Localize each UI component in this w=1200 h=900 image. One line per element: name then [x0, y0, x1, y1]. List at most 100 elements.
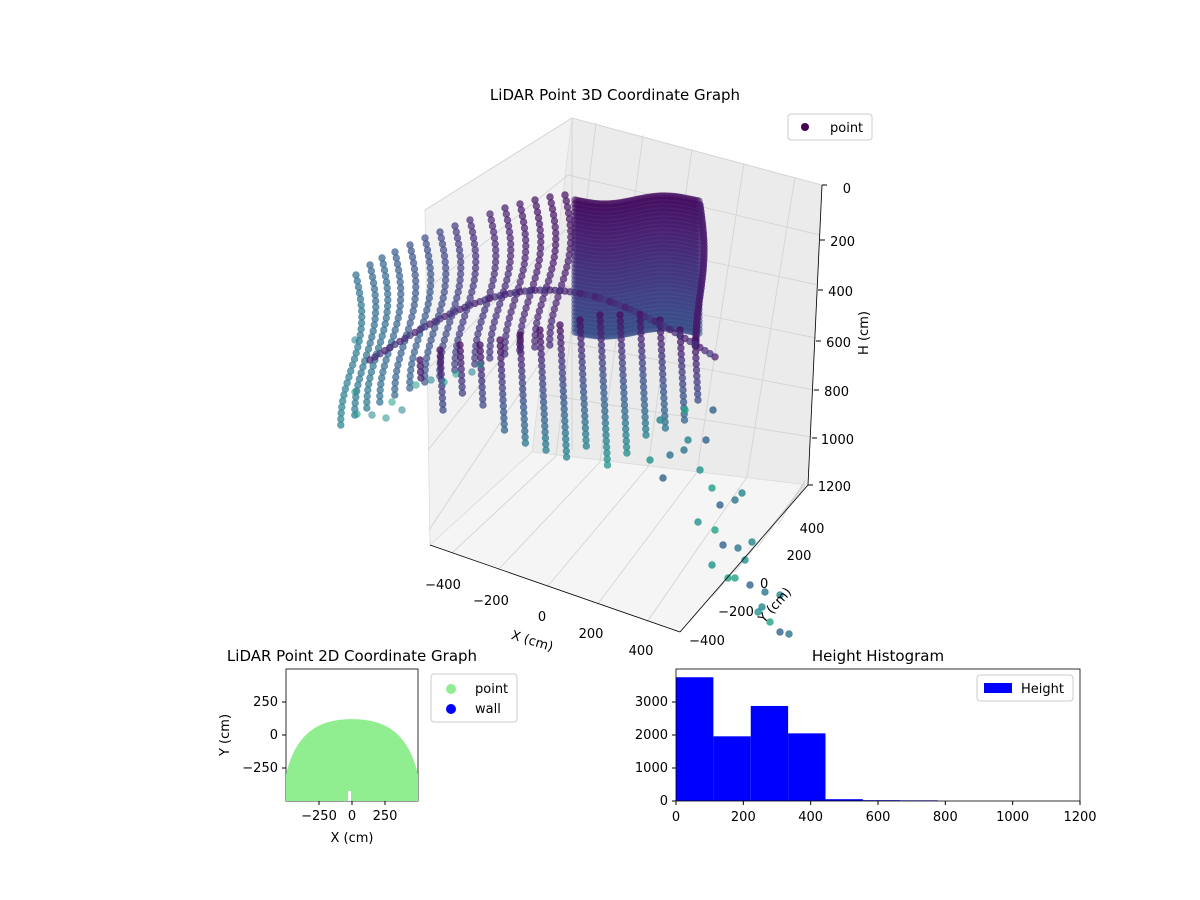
point-marker — [452, 370, 460, 378]
point-marker — [456, 276, 464, 284]
point-marker — [694, 518, 702, 526]
point-marker — [392, 254, 400, 262]
point-marker — [367, 267, 375, 275]
point-marker — [623, 449, 631, 457]
z-tick-label: 1000 — [821, 433, 854, 448]
point-marker — [351, 336, 359, 344]
point-marker — [369, 279, 378, 287]
point-marker — [504, 222, 513, 230]
histogram-x-axis: 0 200 400 600 800 1000 1200 — [672, 801, 1097, 825]
point-marker — [353, 277, 361, 285]
point-marker — [353, 410, 361, 418]
point-marker — [731, 496, 739, 504]
point-marker — [339, 397, 347, 405]
point-marker — [354, 381, 362, 389]
point-marker — [407, 247, 415, 255]
point-marker — [436, 228, 444, 236]
z-tick-label: 600 — [826, 336, 851, 351]
y-tick-label: 400 — [800, 522, 825, 537]
point-marker — [337, 421, 345, 429]
point-marker — [547, 199, 555, 207]
point-marker — [549, 259, 557, 267]
z-tick-label: 400 — [828, 285, 853, 300]
point-marker — [520, 260, 528, 268]
histogram-bar — [862, 800, 901, 801]
point-marker — [506, 258, 514, 266]
point-marker — [566, 245, 574, 253]
point-marker — [458, 389, 467, 397]
point-marker — [476, 361, 484, 369]
point-marker — [354, 343, 362, 351]
point-marker — [549, 311, 557, 319]
point-marker — [521, 439, 530, 447]
point-marker — [417, 374, 425, 382]
histogram-legend: Height — [976, 674, 1074, 702]
point-marker — [366, 374, 374, 382]
point-marker — [659, 474, 667, 482]
x-tick-label: 800 — [933, 810, 958, 825]
point-marker — [666, 451, 674, 459]
point-marker — [489, 228, 498, 236]
point-marker — [711, 353, 719, 361]
point-marker — [391, 391, 399, 399]
point-marker — [440, 288, 448, 296]
point-marker — [656, 416, 664, 424]
point-marker — [340, 391, 348, 399]
point-marker — [408, 313, 416, 321]
point-marker — [486, 354, 494, 362]
point-marker — [521, 254, 529, 262]
point-marker — [490, 270, 498, 278]
x-axis-label: X (cm) — [331, 831, 374, 846]
point-marker — [406, 384, 414, 392]
point-marker — [738, 489, 746, 497]
point-marker — [776, 628, 784, 636]
point-marker — [519, 218, 528, 226]
point-marker — [489, 276, 497, 284]
y-tick-label: 250 — [253, 695, 278, 710]
point-marker — [534, 214, 543, 222]
x-tick-label: 1000 — [996, 810, 1029, 825]
y-tick-label: −250 — [242, 761, 278, 776]
point-marker — [551, 247, 559, 255]
histogram-bar — [788, 733, 826, 801]
point-marker — [532, 319, 541, 327]
legend-label: wall — [475, 702, 501, 717]
point-marker — [394, 314, 402, 322]
point-marker — [378, 374, 386, 382]
point-marker — [453, 294, 461, 302]
point-marker — [565, 251, 573, 259]
point-marker — [379, 260, 387, 268]
x-tick-label: 600 — [866, 810, 891, 825]
point-marker — [391, 248, 399, 256]
point-marker — [646, 456, 654, 464]
point-marker — [379, 368, 387, 376]
point-marker — [354, 283, 363, 291]
point-marker — [368, 273, 377, 281]
point-marker — [423, 354, 431, 362]
point-marker — [505, 314, 514, 322]
histogram-title: Height Histogram — [812, 647, 944, 665]
point-marker — [680, 446, 688, 454]
point-marker — [734, 544, 742, 552]
point-marker — [532, 202, 540, 210]
point-marker — [357, 325, 365, 333]
point-marker — [454, 288, 462, 296]
point-marker — [378, 254, 386, 262]
point-marker — [365, 380, 373, 388]
point-marker — [411, 295, 419, 303]
point-marker — [546, 193, 554, 201]
y-axis-label: Y (cm) — [218, 714, 233, 757]
point-marker — [410, 301, 418, 309]
plot3d: LiDAR Point 3D Coordinate Graph — [337, 86, 873, 659]
z-axis-3d: 0 200 400 600 800 1000 1200 H (cm) — [807, 182, 872, 495]
point-marker — [731, 574, 739, 582]
point-marker — [520, 310, 529, 318]
y-tick-label: 3000 — [635, 695, 668, 710]
point-marker — [504, 270, 512, 278]
point-marker — [535, 307, 544, 315]
point-marker — [422, 240, 430, 248]
plot2d-area — [286, 719, 418, 801]
point-marker — [474, 330, 482, 338]
point-marker — [563, 263, 571, 271]
